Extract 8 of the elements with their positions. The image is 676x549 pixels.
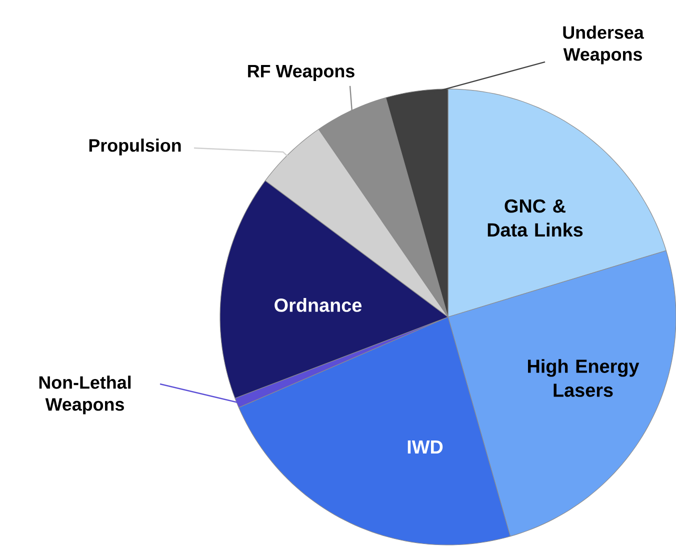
slice-label: Undersea Weapons xyxy=(563,26,644,64)
slice-label: High Energy Lasers xyxy=(528,359,640,397)
legend-label: Non-Lethal Weapons xyxy=(39,376,131,414)
slice-label: Propulsion xyxy=(89,138,181,156)
slice-label: Ordnance xyxy=(274,298,362,312)
slice-label: IWD xyxy=(408,440,443,454)
slice-label: RF Weapons xyxy=(248,64,354,82)
slice-label: GNC & Data Links xyxy=(488,199,583,237)
